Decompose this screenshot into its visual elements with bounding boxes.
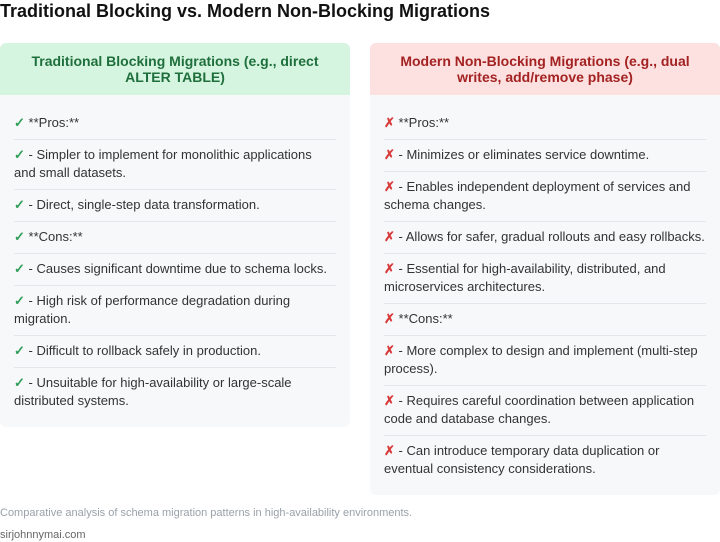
check-icon: ✓ — [14, 293, 25, 308]
check-icon: ✓ — [14, 375, 25, 390]
page-title: Traditional Blocking vs. Modern Non-Bloc… — [0, 1, 491, 21]
list-item: ✗ - Can introduce temporary data duplica… — [384, 436, 706, 485]
modern-non-blocking-header: Modern Non-Blocking Migrations (e.g., du… — [370, 43, 720, 95]
list-item-text: - Unsuitable for high-availability or la… — [14, 375, 292, 408]
list-item-text: - Causes significant downtime due to sch… — [28, 261, 327, 276]
list-item-text: - Allows for safer, gradual rollouts and… — [398, 229, 705, 244]
list-item: ✗ - Allows for safer, gradual rollouts a… — [384, 222, 706, 254]
traditional-blocking-card: Traditional Blocking Migrations (e.g., d… — [0, 43, 350, 427]
cross-icon: ✗ — [384, 443, 395, 458]
check-icon: ✓ — [14, 261, 25, 276]
list-item: ✗ - Enables independent deployment of se… — [384, 172, 706, 222]
list-item-text: **Cons:** — [398, 311, 453, 326]
list-item-text: - High risk of performance degradation d… — [14, 293, 291, 326]
cross-icon: ✗ — [384, 179, 395, 194]
list-item-text: **Pros:** — [28, 115, 80, 130]
list-item-text: - Difficult to rollback safely in produc… — [28, 343, 261, 358]
list-item-text: **Cons:** — [28, 229, 83, 244]
list-item: ✓ - Causes significant downtime due to s… — [14, 254, 336, 286]
list-item: ✓ **Cons:** — [14, 222, 336, 254]
cross-icon: ✗ — [384, 393, 395, 408]
list-item: ✗ - Minimizes or eliminates service down… — [384, 140, 706, 172]
list-item: ✓ **Pros:** — [14, 108, 336, 140]
list-item-text: - Minimizes or eliminates service downti… — [398, 147, 650, 162]
list-item-text: - Essential for high-availability, distr… — [384, 261, 666, 294]
list-item-text: - Simpler to implement for monolithic ap… — [14, 147, 312, 180]
check-icon: ✓ — [14, 197, 25, 212]
list-item: ✓ - High risk of performance degradation… — [14, 286, 336, 336]
check-icon: ✓ — [14, 147, 25, 162]
attribution: sirjohnnymai.com — [0, 529, 86, 541]
caption: Comparative analysis of schema migration… — [0, 507, 413, 519]
list-item: ✗ - More complex to design and implement… — [384, 336, 706, 386]
list-item: ✓ - Unsuitable for high-availability or … — [14, 368, 336, 417]
check-icon: ✓ — [14, 343, 25, 358]
list-item: ✓ - Difficult to rollback safely in prod… — [14, 336, 336, 368]
cross-icon: ✗ — [384, 115, 395, 130]
modern-non-blocking-card: Modern Non-Blocking Migrations (e.g., du… — [370, 43, 720, 495]
cross-icon: ✗ — [384, 261, 395, 276]
cross-icon: ✗ — [384, 229, 395, 244]
list-item-text: - More complex to design and implement (… — [384, 343, 698, 376]
list-item-text: - Can introduce temporary data duplicati… — [384, 443, 660, 476]
list-item: ✗ **Pros:** — [384, 108, 706, 140]
list-item-text: - Requires careful coordination between … — [384, 393, 695, 426]
check-icon: ✓ — [14, 115, 25, 130]
cross-icon: ✗ — [384, 147, 395, 162]
traditional-blocking-header: Traditional Blocking Migrations (e.g., d… — [0, 43, 350, 95]
cross-icon: ✗ — [384, 311, 395, 326]
list-item: ✗ - Requires careful coordination betwee… — [384, 386, 706, 436]
list-item: ✗ - Essential for high-availability, dis… — [384, 254, 706, 304]
list-item: ✗ **Cons:** — [384, 304, 706, 336]
cross-icon: ✗ — [384, 343, 395, 358]
list-item: ✓ - Direct, single-step data transformat… — [14, 190, 336, 222]
check-icon: ✓ — [14, 229, 25, 244]
list-item-text: - Direct, single-step data transformatio… — [28, 197, 260, 212]
list-item: ✓ - Simpler to implement for monolithic … — [14, 140, 336, 190]
list-item-text: **Pros:** — [398, 115, 450, 130]
list-item-text: - Enables independent deployment of serv… — [384, 179, 691, 212]
modern-non-blocking-list: ✗ **Pros:** ✗ - Minimizes or eliminates s… — [370, 95, 720, 495]
traditional-blocking-list: ✓ **Pros:** ✓ - Simpler to implement for … — [0, 95, 350, 427]
